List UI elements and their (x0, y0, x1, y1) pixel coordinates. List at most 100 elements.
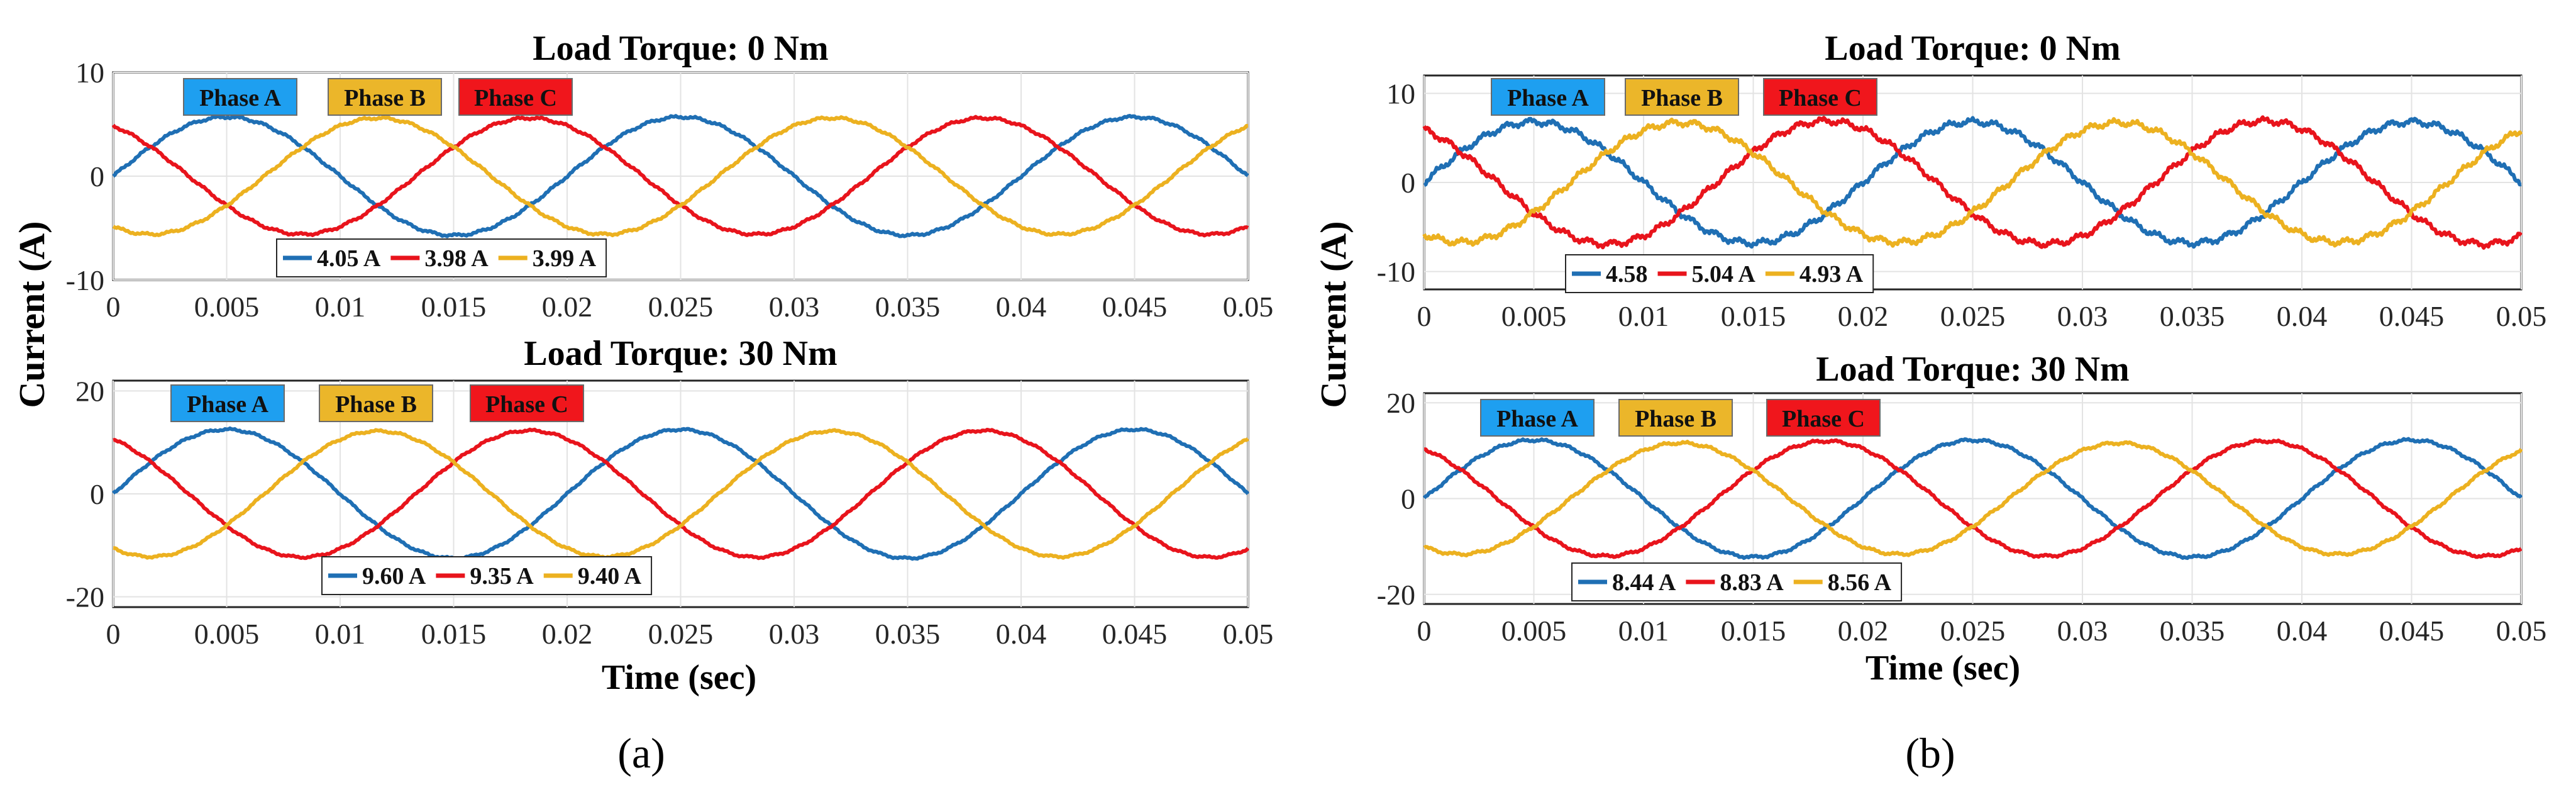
x-tick-label: 0.01 (315, 618, 366, 650)
y-tick-label: -10 (1377, 256, 1415, 288)
chart-title: Load Torque: 30 Nm (524, 334, 837, 373)
x-tick-label: 0.005 (1501, 300, 1567, 332)
x-tick-label: 0.02 (1838, 615, 1889, 647)
panel-a-top: 0 0.005 0.01 0.015 0.02 0.025 0.03 0.035 0.04 0.0… (66, 29, 1274, 323)
x-tick-label: 0.02 (542, 618, 593, 650)
x-tick-label: 0.03 (2057, 615, 2108, 647)
phase-tag-box (458, 78, 573, 116)
series-line-phase-b (1422, 117, 2523, 248)
phase-tag-phase-c: Phase C (1766, 399, 1881, 437)
phase-tag-label: Phase B (1641, 85, 1723, 111)
x-tick-label: 0.035 (2160, 615, 2225, 647)
x-tick-label: 0.03 (769, 291, 820, 323)
phase-tag-phase-b: Phase B (1625, 78, 1739, 116)
panel-b-top: 0 0.005 0.01 0.015 0.02 0.025 0.03 0.035 0.04 0.0… (1377, 29, 2547, 332)
legend-entry: 3.98 A (424, 245, 489, 272)
phase-tag-label: Phase C (474, 85, 557, 111)
series-line-phase-b (1423, 440, 2523, 557)
x-tick-label: 0.04 (2277, 615, 2328, 647)
legend-box (1571, 562, 1903, 601)
x-tick-label: 0.04 (2277, 300, 2328, 332)
legend-box (321, 556, 653, 595)
x-tick-label: 0 (106, 291, 121, 323)
x-tick-label: 0 (106, 618, 121, 650)
y-tick-label: 0 (1401, 483, 1415, 515)
x-tick-label: 0.035 (875, 291, 941, 323)
phase-tag-phase-c: Phase C (470, 384, 584, 422)
x-tick-label: 0.025 (1940, 615, 2006, 647)
phase-tag-label: Phase A (199, 85, 281, 111)
phase-tag-label: Phase A (187, 391, 268, 418)
chart-title: Load Torque: 0 Nm (533, 29, 828, 68)
phase-tag-label: Phase B (1635, 406, 1716, 432)
phase-tag-box (183, 78, 297, 116)
series-line-phase-b (113, 428, 1249, 560)
legend-entry: 5.04 A (1692, 261, 1756, 288)
x-tick-label: 0.02 (1838, 300, 1889, 332)
phase-tag-box (1480, 399, 1595, 437)
phase-tag-box (319, 384, 433, 422)
chart-title: Load Torque: 0 Nm (1825, 29, 2120, 68)
phase-tag-phase-b: Phase B (328, 78, 442, 116)
x-tick-label: 0.045 (1102, 291, 1168, 323)
phase-tag-label: Phase A (1496, 406, 1578, 432)
phase-tag-phase-a: Phase A (170, 384, 285, 422)
subfigure-label-b: (b) (1905, 729, 1955, 777)
x-tick-label: 0.03 (769, 618, 820, 650)
legend-entry: 9.60 A (362, 563, 426, 589)
left-x-axis-label: Time (sec) (602, 658, 756, 697)
chart-title: Load Torque: 30 Nm (1816, 350, 2129, 389)
x-tick-label: 0.025 (648, 291, 714, 323)
legend-entry: 9.40 A (578, 563, 642, 589)
phase-tag-phase-a: Phase A (1480, 399, 1595, 437)
y-tick-label: 10 (1386, 77, 1415, 109)
x-tick-label: 0.045 (1102, 618, 1168, 650)
y-tick-label: 10 (75, 57, 104, 89)
phase-tag-label: Phase A (1507, 85, 1589, 111)
y-tick-label: 20 (1386, 387, 1415, 419)
phase-tag-label: Phase C (1779, 85, 1862, 111)
phase-tag-phase-c: Phase C (1763, 78, 1877, 116)
subfigure-label-a: (a) (617, 729, 665, 777)
x-tick-label: 0.01 (1618, 300, 1669, 332)
x-tick-label: 0 (1417, 615, 1432, 647)
x-tick-label: 0.015 (1721, 615, 1786, 647)
x-tick-label: 0.04 (996, 618, 1047, 650)
panel-a-bottom: 0 0.005 0.01 0.015 0.02 0.025 0.03 0.035 0.04 0.0… (66, 334, 1274, 650)
legend: 8.44 A 8.83 A 8.56 A (1571, 562, 1903, 601)
x-tick-label: 0.015 (421, 618, 487, 650)
phase-tag-phase-a: Phase A (183, 78, 297, 116)
phase-tag-box (328, 78, 442, 116)
legend-entry: 3.99 A (533, 245, 597, 272)
x-tick-label: 0.03 (2057, 300, 2108, 332)
phase-tag-box (1763, 78, 1877, 116)
x-tick-label: 0.005 (194, 291, 260, 323)
x-tick-label: 0.045 (2379, 300, 2445, 332)
x-tick-label: 0.015 (421, 291, 487, 323)
y-tick-label: -20 (66, 581, 104, 613)
left-y-axis-label: Current (A) (11, 221, 52, 408)
legend-box (276, 238, 607, 277)
x-tick-label: 0.015 (1721, 300, 1786, 332)
phase-tag-label: Phase B (335, 391, 417, 418)
phase-tag-phase-b: Phase B (319, 384, 433, 422)
series-line-phase-c (1422, 115, 2523, 250)
legend: 4.58 5.04 A 4.93 A (1565, 254, 1874, 293)
legend-box (1565, 254, 1874, 293)
series-line-phase-b (112, 115, 1249, 238)
panel-b-bottom: 0 0.005 0.01 0.015 0.02 0.025 0.03 0.035 0.04 0.0… (1377, 350, 2547, 647)
x-tick-label: 0 (1417, 300, 1432, 332)
y-tick-label: 0 (1401, 167, 1415, 199)
x-tick-label: 0.05 (2496, 615, 2547, 647)
legend-entry: 4.58 (1606, 261, 1648, 288)
x-tick-label: 0.005 (194, 618, 260, 650)
y-tick-label: 0 (90, 478, 104, 510)
y-tick-label: 0 (90, 160, 104, 193)
phase-tag-box (1766, 399, 1881, 437)
legend-entry: 4.05 A (317, 245, 381, 272)
right-x-axis-label: Time (sec) (1866, 649, 2020, 688)
x-tick-label: 0.05 (1223, 618, 1274, 650)
x-tick-label: 0.035 (2160, 300, 2225, 332)
y-tick-label: -20 (1377, 579, 1415, 611)
